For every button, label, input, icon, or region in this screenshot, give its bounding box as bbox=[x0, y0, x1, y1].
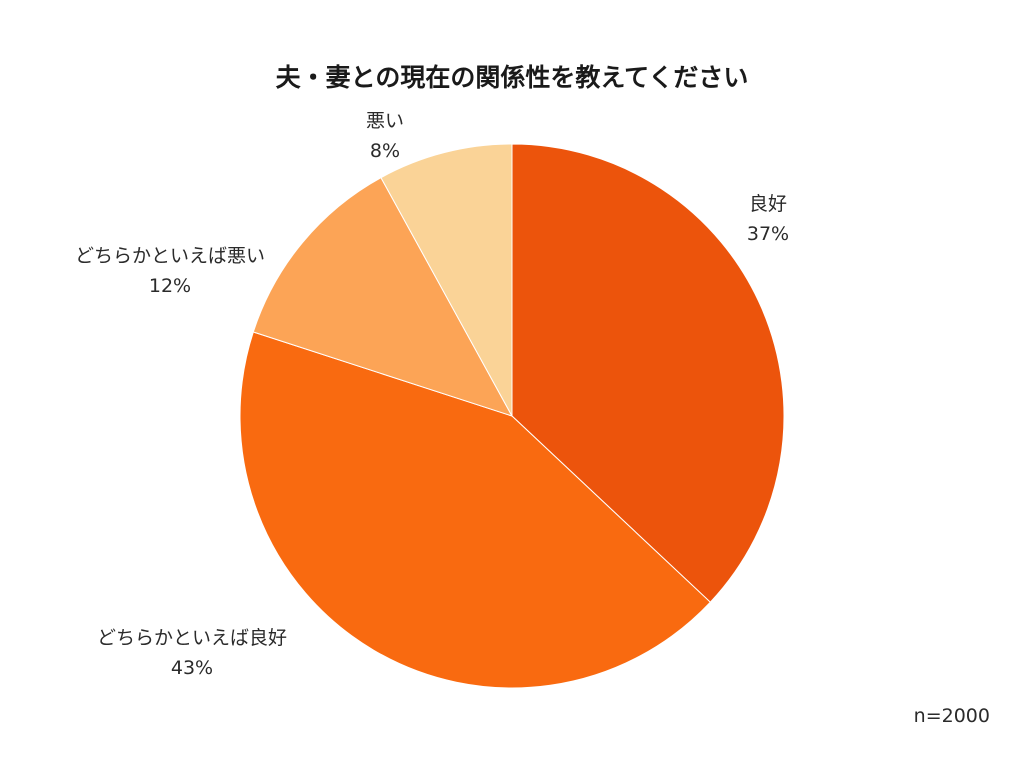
slice-value-somewhat-good: 43% bbox=[171, 657, 213, 679]
chart-title: 夫・妻との現在の関係性を教えてください bbox=[276, 63, 749, 92]
slice-value-somewhat-bad: 12% bbox=[149, 275, 191, 297]
pie-slice-bad bbox=[380, 143, 513, 417]
pie-labels: 良好 37% どちらかといえば良好 43% どちらかといえば悪い 12% 悪い 8% bbox=[75, 110, 789, 679]
pie-slice-good bbox=[511, 143, 785, 603]
slice-label-bad: 悪い bbox=[366, 110, 404, 132]
slice-value-good: 37% bbox=[747, 223, 789, 245]
slice-value-bad: 8% bbox=[370, 140, 400, 162]
pie-slices bbox=[239, 143, 785, 689]
pie-slice-somewhat-good bbox=[239, 331, 711, 689]
pie-slice-somewhat-bad bbox=[252, 176, 514, 417]
slice-label-good: 良好 bbox=[749, 193, 787, 215]
slice-label-somewhat-good: どちらかといえば良好 bbox=[97, 627, 287, 649]
slice-label-somewhat-bad: どちらかといえば悪い bbox=[75, 245, 265, 267]
sample-size-note: n=2000 bbox=[914, 705, 990, 727]
